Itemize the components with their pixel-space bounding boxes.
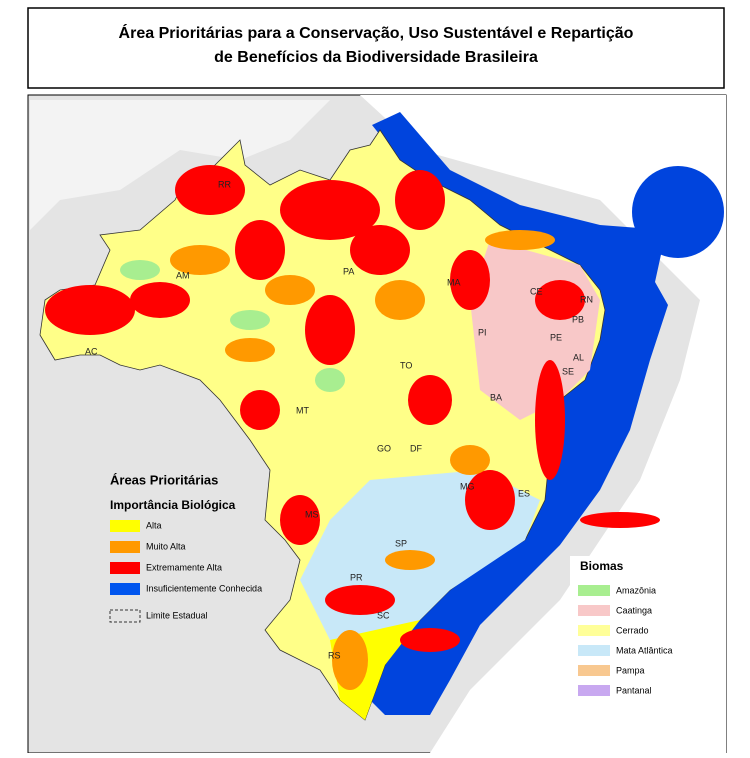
biome-title: Biomas (580, 559, 624, 573)
neighbor (30, 100, 330, 230)
state-label: ES (518, 488, 530, 498)
state-label: DF (410, 443, 422, 453)
state-label: RN (580, 294, 593, 304)
state-label: MA (447, 277, 461, 287)
biome-label: Caatinga (616, 605, 652, 615)
biome-swatch (578, 665, 610, 676)
legend-label: Limite Estadual (146, 610, 208, 620)
biome-label: Pantanal (616, 685, 652, 695)
legend-title: Áreas Prioritárias (110, 472, 218, 487)
coastal-zone (360, 112, 668, 715)
ocean-area (632, 166, 724, 258)
state-label: GO (377, 443, 391, 453)
title-box (27, 7, 725, 89)
state-label: RR (218, 179, 231, 189)
state-label: PR (350, 572, 363, 582)
state-label: MG (460, 481, 475, 491)
biome-swatch (578, 605, 610, 616)
state-label: PA (343, 266, 354, 276)
very-high-areas (170, 230, 555, 690)
state-label: AM (176, 270, 190, 280)
state-label: PE (550, 332, 562, 342)
biome-swatch (578, 645, 610, 656)
legend-swatch (110, 583, 140, 595)
boundary-swatch (109, 609, 141, 623)
amazonia-areas (120, 260, 345, 392)
state-label: TO (400, 360, 412, 370)
state-label: SE (562, 366, 574, 376)
extreme-areas (45, 165, 660, 652)
legend-swatch (110, 541, 140, 553)
biome-label: Amazônia (616, 585, 656, 595)
legend-swatch (110, 520, 140, 532)
state-label: MS (305, 509, 319, 519)
state-label: SC (377, 610, 390, 620)
state-label: AL (573, 352, 584, 362)
legend-label: Extremamente Alta (146, 562, 222, 572)
legend-label: Muito Alta (146, 541, 186, 551)
state-label: PB (572, 314, 584, 324)
state-label: BA (490, 392, 502, 402)
biome-label: Mata Atlântica (616, 645, 673, 655)
legend-label: Insuficientemente Conhecida (146, 583, 262, 593)
legend: Áreas Prioritárias Importância Biológica… (109, 472, 262, 623)
state-labels: RR AM PA MA CE RN PB PE AL SE AC PI TO B… (85, 179, 593, 660)
title: Área Prioritárias para a Conservação, Us… (119, 23, 634, 42)
state-label: PI (478, 327, 487, 337)
state-label: AC (85, 346, 98, 356)
biome-swatch (578, 625, 610, 636)
biome-swatch (578, 685, 610, 696)
biome-legend: Biomas Amazônia Caatinga Cerrado Mata Atlân… (570, 556, 696, 708)
biome-label: Cerrado (616, 625, 649, 635)
state-label: SP (395, 538, 407, 548)
state-label: MT (296, 405, 309, 415)
biome-label: Pampa (616, 665, 645, 675)
legend-subtitle: Importância Biológica (110, 498, 236, 512)
biome-swatch (578, 585, 610, 596)
legend-swatch (110, 562, 140, 574)
state-label: RS (328, 650, 341, 660)
legend-label: Alta (146, 520, 162, 530)
state-label: CE (530, 286, 543, 296)
title: de Benefícios da Biodiversidade Brasilei… (214, 49, 538, 66)
